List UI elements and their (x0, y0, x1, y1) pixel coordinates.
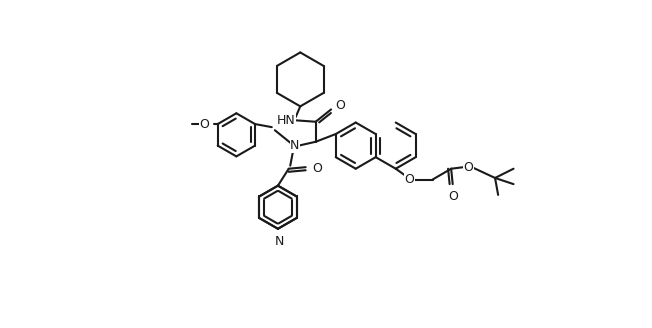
Text: O: O (200, 117, 209, 131)
Text: N: N (274, 235, 284, 248)
Text: O: O (312, 162, 321, 175)
Text: O: O (463, 161, 473, 174)
Text: O: O (405, 173, 415, 186)
Text: N: N (290, 139, 299, 152)
Text: O: O (448, 190, 458, 203)
Text: O: O (335, 99, 345, 112)
Text: HN: HN (277, 114, 296, 127)
